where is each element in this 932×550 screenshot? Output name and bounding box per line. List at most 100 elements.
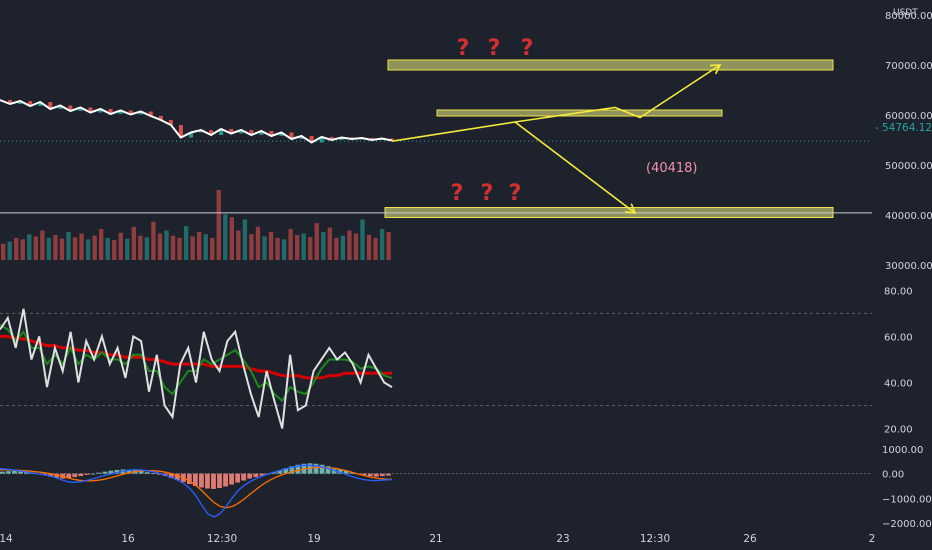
price-candle <box>188 132 193 138</box>
price-candle <box>259 131 264 135</box>
volume-bar <box>7 241 12 260</box>
macd-histogram-bar <box>174 473 180 481</box>
current-price-value: 54764.12 <box>882 122 932 134</box>
price-line <box>0 99 872 214</box>
question-mark: ? <box>481 181 494 206</box>
volume-bar <box>268 232 274 260</box>
macd-histogram-bar <box>241 473 247 481</box>
volume-bar <box>386 232 391 260</box>
macd-histogram-bar <box>24 472 29 474</box>
forecast-arrows <box>391 64 722 214</box>
volume-bar <box>138 235 143 260</box>
volume-bar <box>314 223 319 260</box>
price-candle <box>299 136 304 139</box>
volume-bar <box>216 190 221 260</box>
macd-histogram-bar <box>12 470 17 474</box>
volume-bar <box>223 214 228 260</box>
price-candle <box>28 101 33 106</box>
volume-bar <box>321 232 326 260</box>
price-candle <box>108 109 113 114</box>
volume-bar <box>327 227 332 260</box>
volume-bar <box>20 239 25 260</box>
price-candle <box>209 130 214 135</box>
question-mark: ? <box>521 36 534 61</box>
rsi-tick-label: 60.00 <box>884 332 913 343</box>
volume-bars <box>1 190 391 260</box>
volume-bar <box>92 235 97 260</box>
macd-histogram-bar <box>48 473 54 477</box>
current-price-badge: - 54764.12 <box>872 119 932 135</box>
volume-bar <box>66 232 71 260</box>
price-tick-label: 80000.00 <box>885 11 932 22</box>
macd-histogram-bar <box>168 473 174 479</box>
macd-histogram-bar <box>313 463 319 474</box>
rsi-axis[interactable]: 80.00 60.00 40.00 20.00 <box>884 286 913 435</box>
macd-histogram-bar <box>90 473 96 475</box>
volume-bar <box>236 230 241 260</box>
rsi-tick-label: 80.00 <box>884 286 913 297</box>
price-candle <box>319 137 324 143</box>
question-mark: ? <box>451 181 464 206</box>
volume-bar <box>347 230 352 260</box>
time-tick-label: 19 <box>307 533 320 545</box>
macd-tick-label: 0.00 <box>882 470 904 481</box>
macd-histogram-bar <box>367 473 373 477</box>
time-axis[interactable]: 14 16 12:30 19 21 23 12:30 26 2 <box>0 533 875 545</box>
price-tick-label: 30000.00 <box>885 261 932 272</box>
macd-histogram-bar <box>150 473 156 474</box>
volume-bar <box>255 226 261 260</box>
price-candle <box>158 116 163 120</box>
macd-histogram-bar <box>235 473 241 483</box>
price-candle <box>269 131 274 136</box>
rsi-tick-label: 40.00 <box>884 378 913 389</box>
macd-histogram-bar <box>379 473 385 477</box>
candles <box>8 100 394 143</box>
time-tick-label: 14 <box>0 533 13 545</box>
price-candle <box>68 105 73 111</box>
price-candle <box>148 111 153 116</box>
price-panel: ?????? (40418) 80000.0070000.0060000.005… <box>0 8 932 272</box>
volume-bar <box>53 234 58 260</box>
price-candle <box>38 102 43 106</box>
volume-bar <box>295 234 300 260</box>
volume-bar <box>334 237 339 260</box>
question-marks: ?????? <box>451 36 534 206</box>
volume-bar <box>177 237 182 260</box>
macd-histogram-bar <box>337 469 343 474</box>
rsi-lines <box>0 308 872 429</box>
macd-axis[interactable]: 1000.00 0.00 −1000.00 −2000.00 <box>882 445 932 530</box>
volume-bar <box>275 237 280 260</box>
volume-bar <box>72 237 78 260</box>
macd-histogram-bar <box>211 473 216 489</box>
volume-bar <box>281 239 287 260</box>
volume-bar <box>164 230 169 260</box>
target-price-label: (40418) <box>646 161 698 176</box>
price-axis[interactable]: 80000.00 70000.00 60000.00 50000.00 40000.00… <box>885 11 932 272</box>
macd-histogram-bar <box>156 473 162 475</box>
volume-bar <box>46 237 52 260</box>
price-candle <box>138 111 143 115</box>
time-tick-label: 12:30 <box>640 533 670 545</box>
volume-bar <box>262 236 267 260</box>
price-candle <box>249 130 254 135</box>
volume-bar <box>249 234 254 260</box>
macd-histogram-bar <box>96 472 102 474</box>
macd-tick-label: −1000.00 <box>882 494 932 505</box>
price-candle <box>48 102 53 109</box>
svg-text:-: - <box>875 122 879 134</box>
macd-histogram-bar <box>319 464 325 474</box>
volume-bar <box>105 237 110 260</box>
macd-histogram-bar <box>325 466 331 474</box>
bearish-arrow-head <box>624 203 637 214</box>
bullish-arrow <box>391 64 721 142</box>
macd-histogram-bar <box>289 466 295 474</box>
macd-histogram-bar <box>66 473 72 479</box>
price-candle <box>88 107 93 113</box>
price-tick-label: 50000.00 <box>885 161 932 172</box>
volume-bar <box>308 237 313 260</box>
upper-zone <box>387 59 834 71</box>
macd-histogram-bar <box>192 473 198 486</box>
time-tick-label: 23 <box>556 533 569 545</box>
macd-lines <box>0 464 393 518</box>
